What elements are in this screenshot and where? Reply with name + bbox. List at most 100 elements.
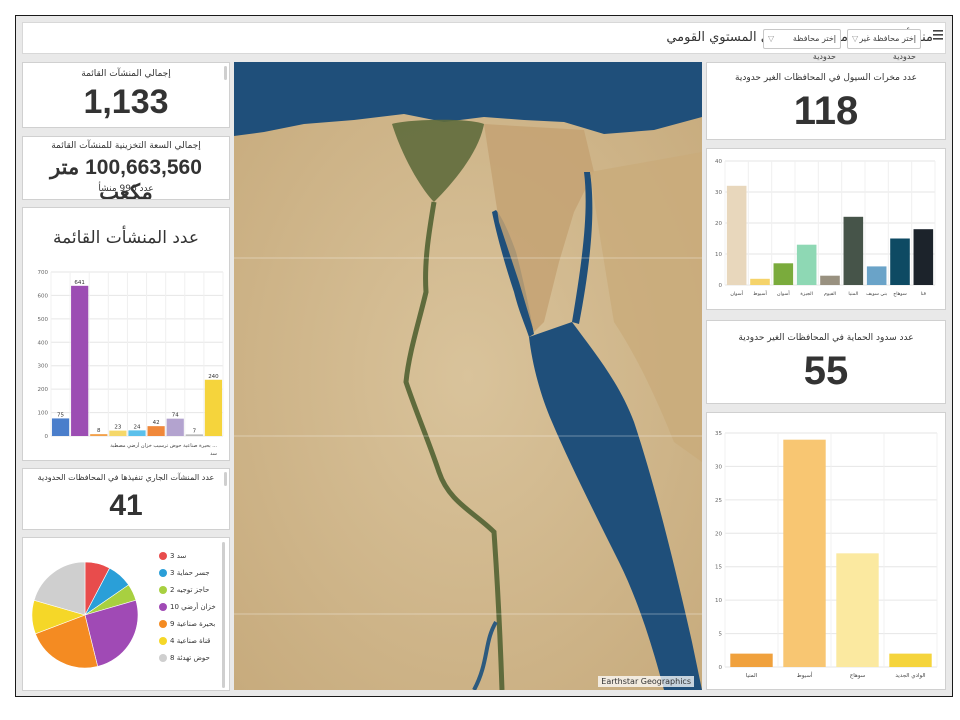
card-label: عدد سدود الحماية في المحافظات الغير حدود…: [738, 333, 914, 343]
x-tick-label: قنا: [921, 291, 926, 297]
legend-item[interactable]: 8 حوض تهدئة: [159, 654, 210, 662]
x-tick-label: الجيزة: [800, 291, 813, 297]
chart-title: عدد المنشأت القائمة: [52, 228, 199, 248]
legend-item[interactable]: 9 بحيرة صناعية: [159, 620, 215, 628]
legend-label: 8 حوض تهدئة: [170, 654, 210, 662]
legend-item[interactable]: 4 قناة صناعية: [159, 637, 210, 645]
nonborder-paths-chart-card: 40 30 20 10 0 أسوان أسيوط أسوان الجيزة الفيوم المن…: [706, 148, 946, 310]
card-value: 100,663,560 متر مكعب: [50, 156, 202, 200]
bar: [913, 229, 934, 285]
border-pie-card: 3 سد 3 جسر حماية 2 حاجز توجيه 10 خزان أرضي 9…: [22, 537, 230, 691]
bar: [166, 418, 184, 436]
legend-label: 3 سد: [170, 552, 187, 560]
bar: [51, 418, 70, 436]
x-tick-label: أسوان: [730, 290, 743, 297]
y-tick-label: 0: [719, 665, 723, 671]
data-label: 74: [172, 413, 179, 419]
y-tick-label: 400: [38, 340, 49, 346]
capacity-card: إجمالي السعة التخزينية للمنشآت القائمة 1…: [22, 136, 230, 200]
bar: [90, 434, 108, 436]
bar: [204, 379, 223, 436]
satellite-map: [234, 62, 702, 690]
y-tick-label: 600: [38, 293, 49, 299]
legend-label: 4 قناة صناعية: [170, 637, 211, 645]
chevron-down-icon: ▽: [768, 34, 775, 43]
x-tick-label: المنيا: [746, 673, 758, 679]
data-label: 641: [74, 280, 85, 286]
hamburger-icon[interactable]: [933, 27, 943, 46]
legend-swatch: [159, 620, 167, 628]
x-tick-label: بني سويف: [866, 292, 887, 297]
y-tick-label: 300: [38, 364, 49, 370]
nonborder-governorate-dropdown[interactable]: إختر محافظة غير حدودية ▽: [847, 29, 921, 61]
bar: [185, 434, 203, 436]
x-axis-labels: بحيرة صناعية حوض ترسيب خزان أرضي مصطبة .…: [110, 442, 217, 449]
header-bar: منشأت الحماية من السيول على المستوي القو…: [22, 22, 946, 61]
data-label: 7: [193, 428, 197, 434]
card-label: إجمالي السعة التخزينية للمنشآت القائمة: [51, 141, 201, 151]
legend-label: 3 جسر حماية: [170, 569, 210, 577]
legend-swatch: [159, 603, 167, 611]
bar: [128, 430, 146, 436]
legend-label: 9 بحيرة صناعية: [170, 620, 216, 628]
legend-label: 2 حاجز توجيه: [170, 586, 210, 594]
nonborder-paths-card: عدد مخرات السيول في المحافظات الغير حدود…: [706, 62, 946, 140]
y-tick-label: 30: [715, 464, 722, 470]
bar: [71, 285, 89, 436]
x-tick-label: أسيوط: [753, 290, 767, 297]
border-ongoing-card: عدد المنشآت الجاري تنفيذها في المحافظات …: [22, 468, 230, 530]
nonborder-dams-chart-card: 35 30 25 20 15 10 5 0 المنيا أسيوط سوهاج الوادي الج…: [706, 412, 946, 690]
data-label: 42: [153, 420, 160, 426]
dropdown-label: إختر محافظة حدودية: [792, 34, 836, 61]
data-label: 240: [208, 374, 219, 380]
legend-item[interactable]: 2 حاجز توجيه: [159, 586, 209, 594]
scrollbar[interactable]: [222, 542, 225, 688]
legend-item[interactable]: 3 جسر حماية: [159, 569, 210, 577]
legend-swatch: [159, 552, 167, 560]
scrollbar[interactable]: [224, 66, 227, 80]
nonborder-dams-card: عدد سدود الحماية في المحافظات الغير حدود…: [706, 320, 946, 404]
pie-slice: [84, 599, 139, 667]
y-tick-label: 200: [38, 387, 49, 393]
legend-swatch: [159, 637, 167, 645]
card-label: إجمالي المنشآت القائمة: [81, 69, 171, 79]
bar: [890, 238, 910, 285]
x-tick-label: سوهاج: [850, 673, 866, 679]
y-tick-label: 35: [715, 431, 722, 437]
legend-item[interactable]: 3 سد: [159, 552, 186, 560]
bar: [843, 216, 864, 285]
y-tick-label: 10: [715, 252, 722, 258]
facilities-chart-card: عدد المنشأت القائمة 700 600 500 400 300 200 10…: [22, 207, 230, 461]
border-pie-chart: [31, 561, 139, 669]
bar: [750, 278, 770, 285]
legend-item[interactable]: 10 خزان أرضي: [159, 603, 216, 611]
bar: [773, 263, 794, 285]
mediterranean-sea: [234, 62, 702, 136]
legend-swatch: [159, 654, 167, 662]
scrollbar[interactable]: [224, 472, 227, 486]
data-label: 23: [114, 425, 121, 431]
bar: [820, 275, 840, 285]
map-view[interactable]: Earthstar Geographics: [234, 62, 702, 690]
pie-slice: [33, 561, 86, 616]
bar: [866, 266, 887, 285]
border-governorate-dropdown[interactable]: إختر محافظة حدودية ▽: [763, 29, 841, 61]
bar: [783, 439, 826, 667]
dropdown-label: إختر محافظة غير حدودية: [859, 34, 916, 61]
bar: [796, 244, 817, 285]
bar: [889, 653, 932, 667]
facilities-bar-chart: 700 600 500 400 300 200 100 0 75 641 8 23 24 42 74 7 240…: [38, 270, 224, 457]
map-attribution: Earthstar Geographics: [598, 676, 694, 687]
dashboard-frame: منشأت الحماية من السيول على المستوي القو…: [15, 15, 953, 697]
y-tick-label: 0: [719, 283, 723, 289]
legend-swatch: [159, 586, 167, 594]
x-tick-label: الوادي الجديد: [895, 673, 926, 679]
legend-label: 10 خزان أرضي: [170, 603, 216, 611]
y-tick-label: 10: [715, 598, 722, 604]
x-tick-label: سوهاج: [893, 291, 907, 297]
x-tick-label: أسيوط: [797, 671, 813, 679]
y-tick-label: 20: [715, 221, 722, 227]
bar: [730, 653, 773, 667]
card-value: 1,133: [83, 83, 169, 121]
legend-swatch: [159, 569, 167, 577]
